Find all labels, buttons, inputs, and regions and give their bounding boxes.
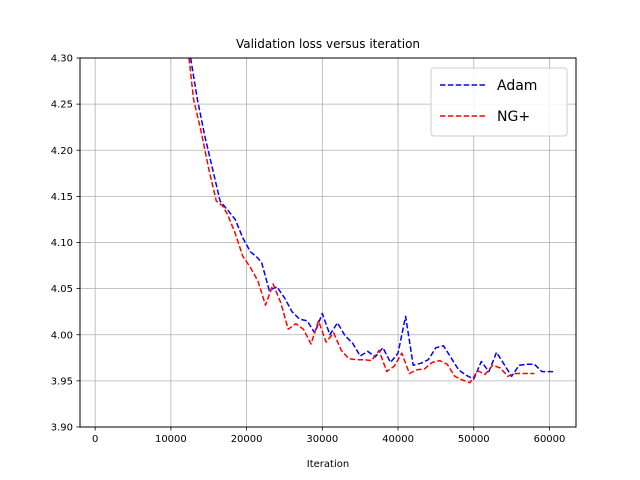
- x-tick-label: 50000: [458, 434, 490, 445]
- x-tick-label: 30000: [306, 434, 338, 445]
- chart-title: Validation loss versus iteration: [236, 37, 420, 51]
- series-line-adam: [189, 57, 554, 380]
- y-tick-label: 4.05: [51, 284, 73, 295]
- x-tick-label: 20000: [231, 434, 263, 445]
- legend-label: NG+: [497, 109, 530, 125]
- tick-layer: 0 10000 20000 30000 40000 50000 60000 3.90 3.95 4…: [51, 54, 566, 446]
- series-line-ng-: [188, 57, 535, 384]
- y-tick-label: 3.90: [51, 423, 73, 434]
- legend: Adam NG+: [430, 67, 568, 137]
- y-tick-label: 4.10: [51, 238, 73, 249]
- y-tick-label: 4.20: [51, 146, 73, 157]
- y-tick-label: 4.15: [51, 192, 73, 203]
- y-tick-label: 4.25: [51, 100, 73, 111]
- x-tick-label: 10000: [155, 434, 187, 445]
- x-tick-label: 60000: [534, 434, 566, 445]
- series-layer: [188, 57, 554, 384]
- legend-label: Adam: [497, 78, 537, 94]
- x-tick-label: 40000: [382, 434, 414, 445]
- y-tick-label: 3.95: [51, 376, 73, 387]
- x-tick-label: 0: [92, 434, 98, 445]
- x-axis-label: Iteration: [307, 459, 349, 470]
- y-tick-label: 4.30: [51, 54, 73, 65]
- y-tick-label: 4.00: [51, 330, 73, 341]
